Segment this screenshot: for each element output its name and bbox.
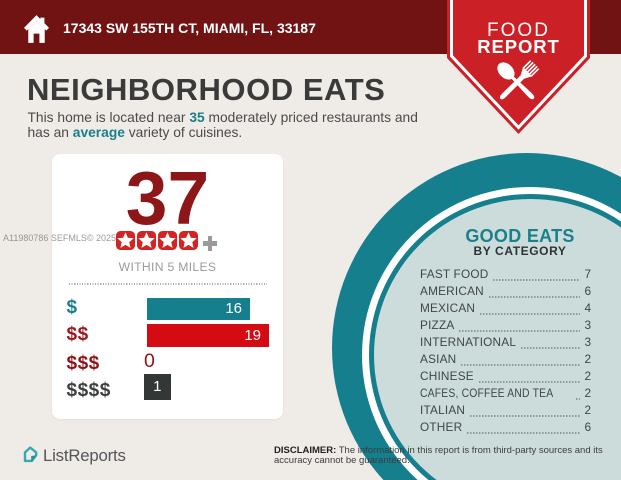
svg-text:REPORT: REPORT [477, 36, 560, 57]
svg-text:FOOD: FOOD [487, 20, 550, 41]
